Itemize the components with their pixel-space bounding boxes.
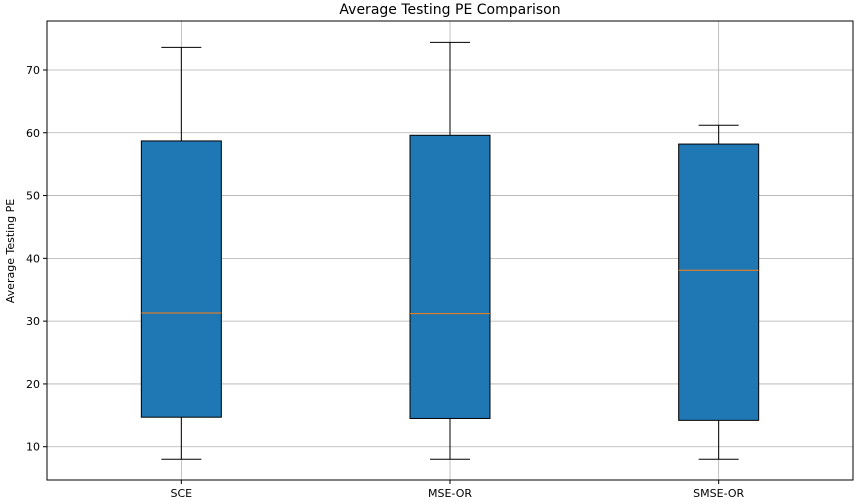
box-smse-or [678,143,760,421]
y-tick-label: 30 [26,315,40,328]
y-axis-label: Average Testing PE [4,199,17,303]
chart-title: Average Testing PE Comparison [339,2,560,18]
axis-layer: 10 20 30 40 50 60 70 SCE MSE-OR SMSE-OR [26,64,745,500]
y-tick-label: 20 [26,378,40,391]
box-layer [140,41,760,460]
y-tick-label: 60 [26,127,40,140]
x-tick-label: SMSE-OR [693,487,744,500]
y-tick-label: 50 [26,190,40,203]
box-mse-or [409,134,491,419]
x-tick-label: MSE-OR [428,487,472,500]
box-sce [140,140,222,418]
y-tick-label: 10 [26,441,40,454]
y-tick-label: 40 [26,252,40,265]
y-tick-label: 70 [26,64,40,77]
x-tick-label: SCE [171,487,193,500]
